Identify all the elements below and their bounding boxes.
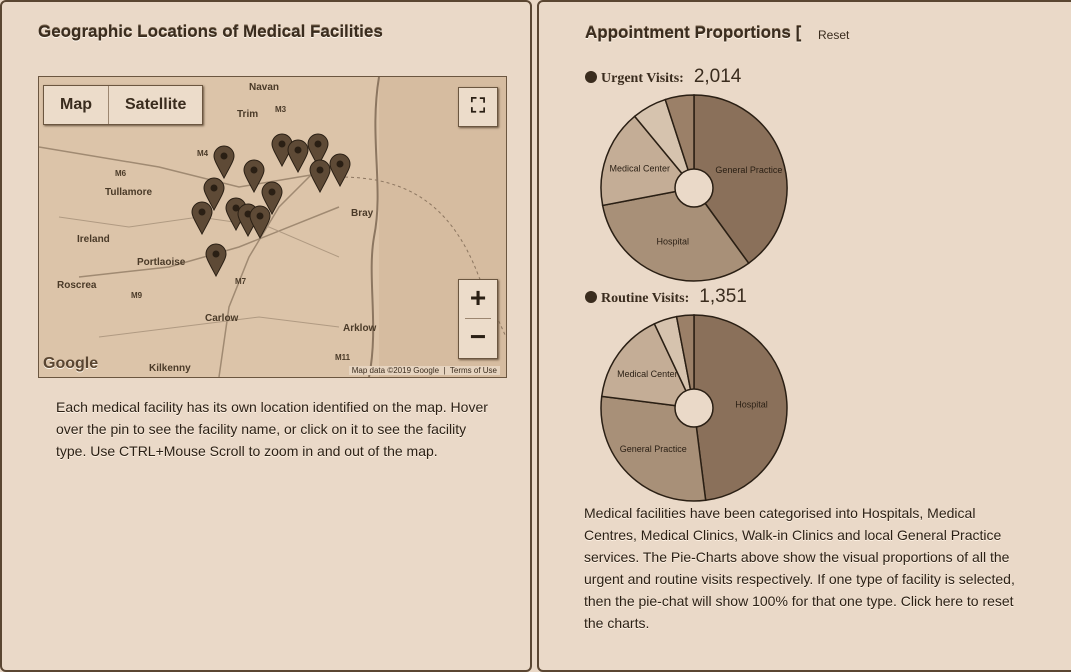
pie-slice[interactable] [600, 395, 707, 502]
routine-visits-label: Routine Visits: [601, 291, 690, 306]
fullscreen-icon[interactable]: ⛶ [458, 87, 498, 127]
place-label: Carlow [205, 313, 239, 324]
facility-pin[interactable] [329, 153, 351, 187]
pie-slice-label: General Practice [620, 444, 687, 454]
map-panel-title: Geographic Locations of Medical Faciliti… [38, 22, 383, 41]
road-label: M3 [275, 105, 287, 114]
map-land [39, 77, 379, 377]
map-attribution: Map data ©2019 Google | Terms of Use [348, 366, 500, 375]
urgent-visits-heading: Urgent Visits: 2,014 [585, 66, 741, 88]
facility-pin[interactable] [287, 139, 309, 173]
pie-slice-label: Hospital [735, 399, 768, 409]
urgent-visits-total: 2,014 [693, 66, 742, 87]
zoom-control: + − [458, 279, 498, 359]
facility-pin[interactable] [309, 159, 331, 193]
facility-pin[interactable] [205, 243, 227, 277]
routine-visits-pie[interactable]: Hospital General Practice Medical Center [599, 313, 789, 503]
pie-slice[interactable] [675, 314, 695, 409]
pie-center-hole [674, 168, 714, 208]
google-logo: Google [43, 355, 99, 372]
urgent-visits-label: Urgent Visits: [601, 71, 684, 86]
urgent-icon [585, 71, 597, 83]
routine-icon [585, 291, 597, 303]
pie-slice[interactable] [664, 94, 695, 189]
map-roads [39, 77, 506, 377]
road-label: M11 [335, 353, 351, 362]
charts-panel-title: Appointment Proportions [ [585, 23, 802, 42]
zoom-in-button[interactable]: + [469, 282, 487, 313]
facility-pin[interactable] [243, 159, 265, 193]
place-label: Arklow [343, 323, 377, 334]
map-description: Each medical facility has its own locati… [56, 399, 488, 459]
pie-slice[interactable] [601, 187, 750, 282]
pie-slice-label: Medical Center [609, 163, 670, 173]
pie-slice-label: Medical Center [617, 369, 678, 379]
urgent-visits-pie[interactable]: General Practice Hospital Medical Center [599, 93, 789, 283]
map-type-satellite-button[interactable]: Satellite [125, 96, 187, 113]
road-label: M9 [131, 291, 143, 300]
terms-link[interactable]: Terms of Use [449, 366, 497, 375]
pie-slice-label: General Practice [715, 165, 782, 175]
pie-center-hole [674, 388, 714, 428]
pie-slice[interactable] [693, 94, 788, 265]
charts-panel: Appointment Proportions [ [537, 0, 1071, 672]
pie-slice[interactable] [693, 314, 788, 502]
map-panel: Geographic Locations of Medical Faciliti… [0, 0, 532, 672]
facility-pin[interactable] [213, 145, 235, 179]
zoom-divider [465, 318, 491, 319]
facility-pin[interactable] [261, 181, 283, 215]
facility-map[interactable]: Navan Trim Tullamore Portlaoise Roscrea … [38, 76, 507, 378]
place-label: Bray [351, 208, 374, 219]
place-label: Roscrea [57, 280, 97, 291]
facility-pin[interactable] [203, 177, 225, 211]
place-label: Kilkenny [149, 363, 191, 374]
place-label: Portlaoise [137, 257, 186, 268]
place-label: Tullamore [105, 187, 153, 198]
facility-pin[interactable] [249, 205, 271, 239]
facility-pin[interactable] [191, 201, 213, 235]
place-label: Ireland [77, 234, 110, 245]
map-data-text: Map data ©2019 Google [351, 366, 440, 375]
routine-visits-heading: Routine Visits: 1,351 [585, 286, 747, 308]
map-type-control: Map Satellite [43, 85, 204, 125]
road-label: M4 [197, 149, 209, 158]
zoom-out-button[interactable]: − [469, 321, 487, 352]
routine-visits-total: 1,351 [699, 286, 747, 307]
place-label: Navan [249, 82, 280, 93]
road-label: M6 [115, 169, 127, 178]
place-label: Trim [237, 109, 259, 120]
map-type-map-button[interactable]: Map [44, 86, 109, 124]
pie-slice[interactable] [600, 322, 696, 409]
road-label: M7 [235, 277, 247, 286]
pie-slice-label: Hospital [657, 237, 690, 247]
reset-charts-link[interactable]: Reset [818, 28, 850, 42]
charts-description: Medical facilities have been categorised… [584, 505, 1015, 631]
pie-slice[interactable] [600, 115, 696, 207]
facility-pin[interactable] [307, 133, 329, 167]
